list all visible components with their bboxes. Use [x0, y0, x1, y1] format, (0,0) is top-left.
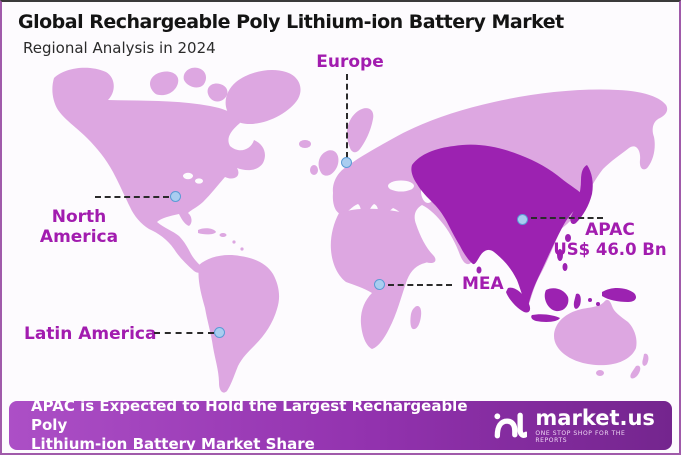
landmass-ireland — [310, 165, 318, 175]
banner-text: APAC is Expected to Hold the Largest Rec… — [31, 397, 492, 453]
callout-line-north-america — [95, 196, 169, 198]
label-mea: MEA — [462, 274, 504, 294]
page-subtitle: Regional Analysis in 2024 — [23, 39, 216, 57]
region-apac-island — [596, 302, 600, 306]
region-apac-java — [531, 314, 560, 322]
bottom-banner: APAC is Expected to Hold the Largest Rec… — [9, 397, 672, 453]
callout-line-latin-america — [154, 332, 214, 334]
landmass-scandinavia — [346, 108, 374, 153]
callout-line-apac — [531, 217, 603, 219]
region-apac-japan — [570, 165, 593, 225]
marketus-logo: market.us ONE STOP SHOP FOR THE REPORTS — [492, 407, 656, 444]
marketus-logo-icon — [494, 412, 528, 439]
landmass-caribbean-island — [240, 247, 244, 251]
region-apac-philippines — [562, 263, 568, 271]
landmass-new-zealand — [630, 353, 649, 379]
marker-latin-america — [214, 327, 225, 338]
landmass-madagascar — [410, 306, 422, 330]
apac-market-value: US$ 46.0 Bn — [553, 240, 667, 259]
label-north-america: North America — [39, 207, 119, 247]
label-apac: APAC — [585, 220, 635, 240]
banner-line-1: APAC is Expected to Hold the Largest Rec… — [31, 397, 468, 434]
marketus-logo-text: market.us — [535, 406, 655, 430]
marketus-logo-tagline: ONE STOP SHOP FOR THE REPORTS — [535, 430, 626, 444]
apac-callout: APAC US$ 46.0 Bn — [552, 220, 668, 260]
lake — [183, 172, 193, 180]
marker-europe — [341, 157, 352, 168]
label-latin-america: Latin America — [24, 324, 157, 344]
region-apac-mainland — [411, 144, 587, 307]
landmass-africa — [330, 208, 430, 349]
page-title: Global Rechargeable Poly Lithium-ion Bat… — [18, 11, 564, 33]
region-apac-taiwan — [565, 234, 571, 242]
landmass-caribbean-island — [219, 233, 227, 237]
callout-line-mea — [388, 284, 452, 286]
landmass-south-america — [198, 255, 280, 393]
banner-line-2: Lithium-ion Battery Market Share — [31, 435, 315, 453]
landmass-tasmania — [596, 370, 604, 376]
region-apac-sumatra — [506, 287, 531, 313]
callout-line-europe — [346, 74, 348, 158]
landmass-greenland — [225, 70, 301, 124]
landmass-australia — [554, 299, 637, 366]
region-apac-borneo — [544, 288, 569, 312]
landmass-uk — [318, 150, 339, 176]
landmass-arctic-islands — [150, 67, 228, 102]
landmass-caribbean — [198, 228, 216, 235]
label-europe: Europe — [316, 52, 384, 72]
region-apac-sri-lanka — [476, 266, 482, 274]
region-apac-island — [588, 298, 592, 302]
region-apac-sulawesi — [573, 293, 581, 309]
landmass-north-america — [52, 67, 265, 273]
region-apac-new-guinea — [602, 287, 636, 302]
landmass-iceland — [299, 140, 311, 148]
landmass-caribbean-island — [232, 240, 236, 244]
lake — [195, 178, 203, 184]
marker-mea — [374, 279, 385, 290]
marker-apac — [517, 214, 528, 225]
marker-north-america — [170, 191, 181, 202]
region-apac-philippines — [557, 249, 563, 261]
black-sea — [388, 180, 414, 192]
